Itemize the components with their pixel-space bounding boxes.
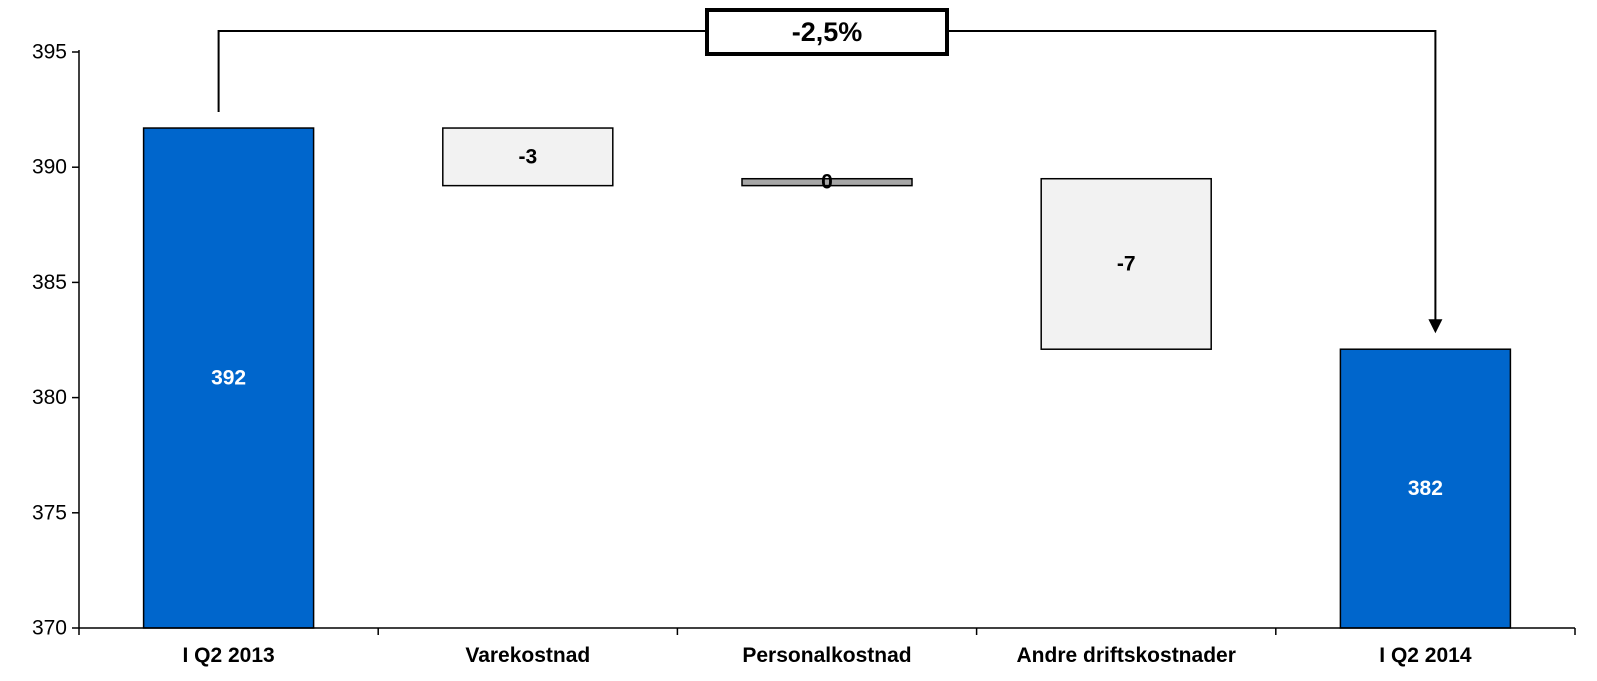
- y-axis: 370 375 380 385 390 395: [32, 41, 80, 640]
- bar-value-label: -7: [1117, 252, 1136, 275]
- change-arrow-head: [1428, 319, 1443, 334]
- change-bar: [1040, 177, 1212, 350]
- x-category-label: Personalkostnad: [742, 644, 911, 667]
- x-category-label: Varekostnad: [465, 644, 590, 667]
- y-tick-label: 375: [32, 501, 67, 524]
- bars-layer: [142, 127, 1512, 629]
- y-tick-label: 385: [32, 271, 67, 294]
- x-axis: I Q2 2013 Varekostnad Personalkostnad Andre…: [78, 627, 1576, 667]
- change-bar: [442, 127, 614, 187]
- change-annotation: -2,5%: [217, 8, 1443, 334]
- x-category-label: I Q2 2013: [182, 644, 274, 667]
- bar-value-label: 0: [821, 171, 833, 194]
- x-category-label: Andre driftskostnader: [1017, 644, 1236, 667]
- y-tick-label: 395: [32, 41, 67, 64]
- change-percent-label: -2,5%: [792, 17, 863, 47]
- bar-value-label: 392: [211, 367, 246, 390]
- x-category-label: I Q2 2014: [1379, 644, 1472, 667]
- bar-labels-layer: 392 -3 0 -7 382: [211, 145, 1443, 500]
- bar-value-label: 382: [1408, 477, 1443, 500]
- change-bar: [741, 177, 913, 187]
- total-bar: [1339, 348, 1512, 629]
- bar-value-label: -3: [518, 145, 537, 168]
- y-tick-label: 380: [32, 386, 67, 409]
- change-percent-box: [705, 8, 949, 56]
- y-tick-label: 390: [32, 156, 67, 179]
- y-tick-label: 370: [32, 617, 67, 640]
